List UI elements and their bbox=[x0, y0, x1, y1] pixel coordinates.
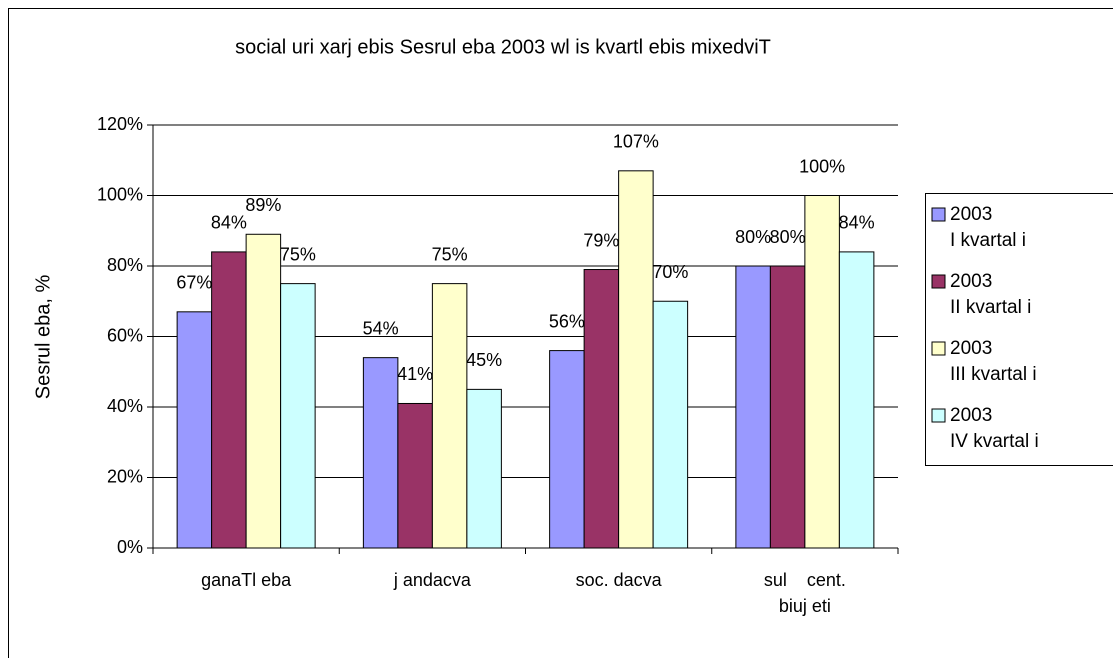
y-tick-label: 120% bbox=[97, 114, 143, 134]
bar bbox=[735, 265, 771, 549]
bar bbox=[838, 251, 875, 549]
legend-swatch bbox=[931, 207, 946, 222]
data-label: 100% bbox=[799, 156, 845, 176]
y-tick-label: 80% bbox=[107, 255, 143, 275]
y-tick-label: 100% bbox=[97, 184, 143, 204]
chart-title: social uri xarj ebis Sesrul eba 2003 wl … bbox=[235, 36, 771, 58]
data-label: 75% bbox=[280, 244, 316, 264]
data-label: 54% bbox=[363, 318, 399, 338]
y-tick-label: 0% bbox=[117, 537, 143, 557]
bar bbox=[583, 269, 620, 549]
data-label: 67% bbox=[176, 273, 212, 293]
bar bbox=[280, 283, 316, 549]
x-tick-label: ganaTl eba bbox=[201, 570, 292, 590]
data-label: 107% bbox=[613, 132, 659, 152]
data-label: 84% bbox=[839, 213, 875, 233]
legend-entry: 2003 I kvartal i bbox=[950, 204, 1026, 251]
data-label: 75% bbox=[432, 244, 468, 264]
y-axis-label: Sesrul eba, % bbox=[32, 275, 54, 400]
bar bbox=[618, 170, 654, 549]
y-tick-label: 40% bbox=[107, 396, 143, 416]
data-label: 56% bbox=[549, 311, 585, 331]
legend-swatch bbox=[931, 274, 946, 289]
bar bbox=[466, 388, 502, 549]
legend-entry: 2003 II kvartal i bbox=[950, 271, 1031, 318]
bar bbox=[769, 265, 806, 549]
x-tick-label: soc. dacva bbox=[576, 570, 663, 590]
legend-swatch bbox=[931, 408, 946, 423]
data-label: 45% bbox=[466, 350, 502, 370]
chart-border bbox=[8, 8, 1113, 658]
data-label: 80% bbox=[770, 227, 806, 247]
bar bbox=[362, 357, 399, 549]
legend-swatch bbox=[931, 341, 946, 356]
bar bbox=[211, 251, 247, 549]
legend-box bbox=[925, 193, 1113, 466]
bar bbox=[652, 300, 689, 549]
data-label: 41% bbox=[397, 364, 433, 384]
legend-entry: 2003 IV kvartal i bbox=[950, 405, 1039, 452]
bar bbox=[245, 233, 282, 549]
bar bbox=[431, 283, 468, 549]
x-tick-label: j andacva bbox=[393, 570, 472, 590]
data-label: 80% bbox=[735, 227, 771, 247]
y-tick-label: 60% bbox=[107, 325, 143, 345]
y-tick-label: 20% bbox=[107, 466, 143, 486]
bar bbox=[397, 402, 433, 549]
bar bbox=[804, 195, 840, 549]
x-tick-label: sul cent. biuj eti bbox=[764, 570, 846, 616]
bar bbox=[176, 311, 213, 549]
data-label: 84% bbox=[211, 213, 247, 233]
bar bbox=[549, 350, 585, 549]
data-label: 70% bbox=[652, 262, 688, 282]
data-label: 89% bbox=[245, 195, 281, 215]
data-label: 79% bbox=[583, 230, 619, 250]
legend-entry: 2003 III kvartal i bbox=[950, 338, 1037, 385]
